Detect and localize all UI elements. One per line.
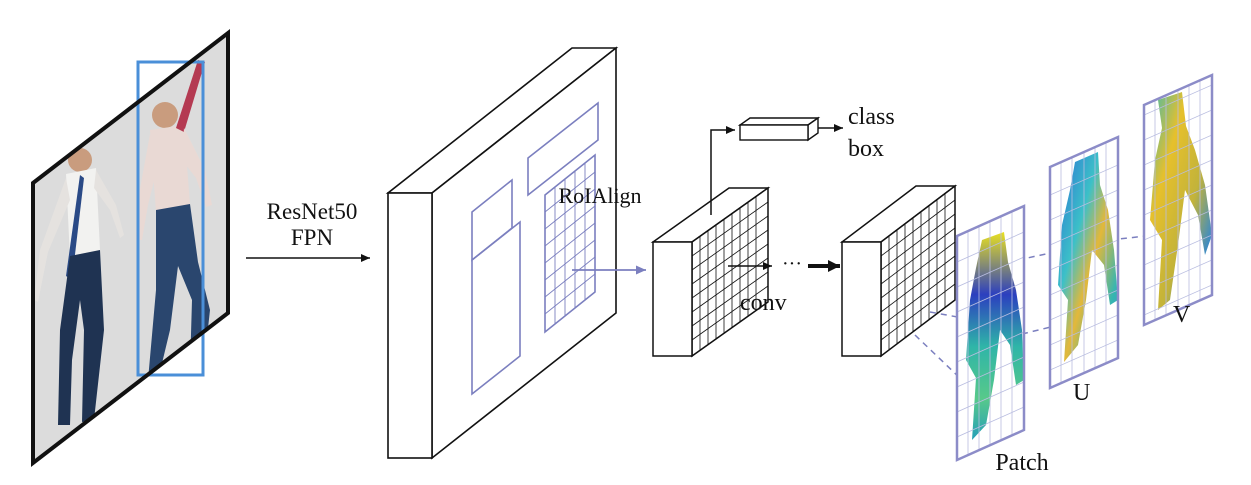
conv-feature-block xyxy=(839,184,958,358)
class-label: class xyxy=(848,104,895,130)
conv-label: conv xyxy=(740,290,787,316)
head-branch-arrow xyxy=(710,126,735,215)
roi-regions xyxy=(471,101,599,396)
v-label: V xyxy=(1173,302,1191,328)
roi-grid xyxy=(544,163,596,324)
backbone-label-line1: ResNet50 xyxy=(267,199,358,224)
backbone-label-line2: FPN xyxy=(291,225,334,250)
ellipsis: ··· xyxy=(782,253,802,275)
patch-map xyxy=(955,204,1026,462)
u-map xyxy=(1048,135,1120,390)
v-map xyxy=(1142,73,1214,327)
roi-feature-block xyxy=(650,186,771,358)
fc-head-block xyxy=(737,116,821,142)
person-bounding-box xyxy=(136,60,205,377)
fpn-feature-map-block xyxy=(385,46,619,460)
patch-label: Patch xyxy=(995,450,1048,476)
u-label: U xyxy=(1073,380,1090,406)
box-label: box xyxy=(848,136,884,162)
input-image xyxy=(31,28,230,468)
roialign-label: RoIAlign xyxy=(558,183,641,208)
